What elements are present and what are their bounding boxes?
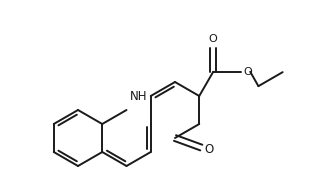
Text: O: O bbox=[243, 67, 252, 77]
Text: NH: NH bbox=[130, 89, 148, 102]
Text: O: O bbox=[209, 34, 218, 44]
Text: O: O bbox=[204, 143, 213, 156]
